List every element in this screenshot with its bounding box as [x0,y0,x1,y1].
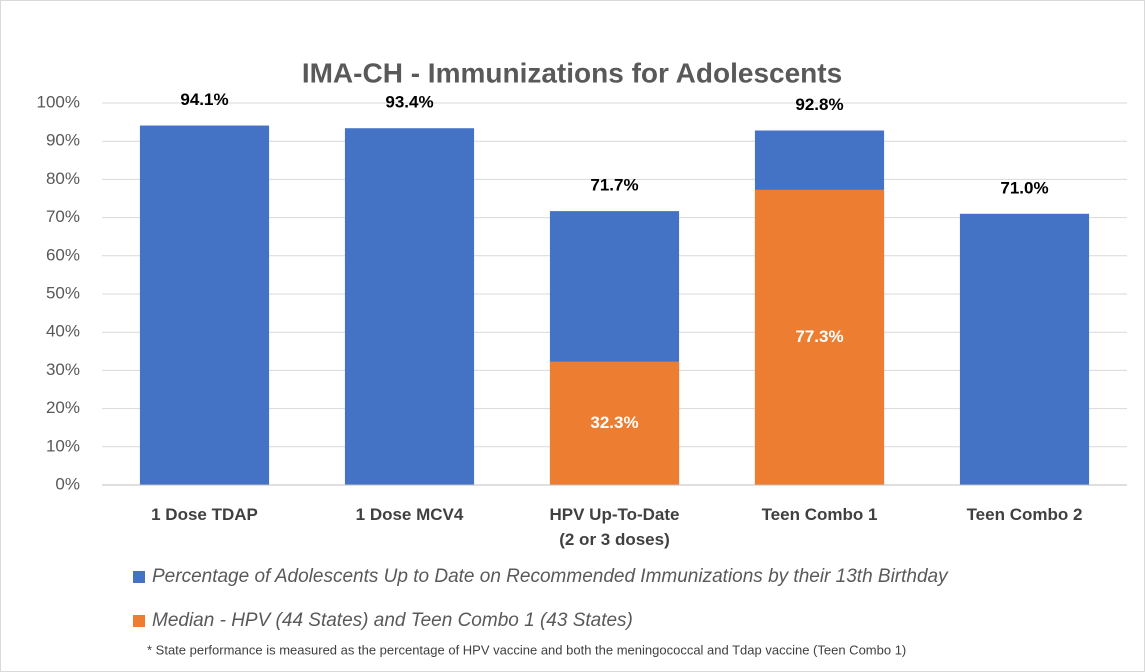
legend-swatch [133,615,145,627]
bar [344,128,475,485]
legend-label: Median - HPV (44 States) and Teen Combo … [152,610,633,631]
y-tick-label: 30% [46,360,80,379]
value-label: 32.3% [590,413,638,432]
x-tick-label: 1 Dose TDAP [151,505,258,524]
value-label: 71.7% [590,176,638,195]
y-tick-label: 70% [46,207,80,226]
legend-swatch [133,571,145,583]
legend-label: Percentage of Adolescents Up to Date on … [152,566,949,587]
y-tick-label: 10% [46,436,80,455]
y-tick-label: 100% [37,92,80,111]
x-tick-label: Teen Combo 1 [761,505,878,524]
chart-title: IMA-CH - Immunizations for Adolescents [302,57,842,88]
y-tick-label: 20% [46,398,80,417]
x-tick-label: 1 Dose MCV4 [355,505,464,524]
y-tick-label: 90% [46,131,80,150]
footnote: * State performance is measured as the p… [147,642,906,657]
bar [959,213,1090,485]
value-label: 71.0% [1000,178,1048,197]
value-label: 92.8% [795,95,843,114]
y-tick-label: 40% [46,322,80,341]
bar [549,361,680,485]
value-label: 77.3% [795,327,843,346]
bar [754,189,885,486]
y-tick-label: 60% [46,245,80,264]
value-label: 94.1% [180,90,228,109]
y-tick-label: 50% [46,283,80,302]
x-tick-label: Teen Combo 2 [966,505,1083,524]
y-tick-label: 0% [55,474,80,493]
x-tick-label: HPV Up-To-Date (2 or 3 doses) [549,505,680,549]
y-tick-label: 80% [46,169,80,188]
bar [139,125,270,486]
value-label: 93.4% [385,93,433,112]
